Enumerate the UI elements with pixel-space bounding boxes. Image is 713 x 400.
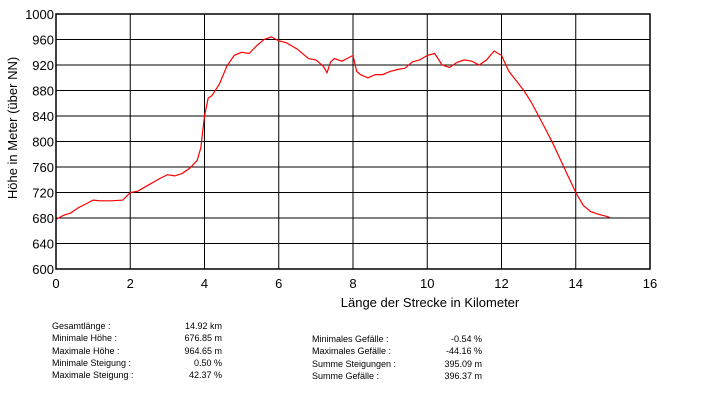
- y-tick-label: 600: [32, 262, 54, 277]
- x-tick-label: 16: [643, 276, 657, 291]
- x-tick-label: 10: [420, 276, 434, 291]
- elevation-line: [55, 36, 611, 220]
- stat-value: 395.09 m: [444, 358, 482, 369]
- x-tick-label: 6: [275, 276, 282, 291]
- y-axis-title: Höhe in Meter (über NN): [5, 57, 20, 199]
- stat-label: Maximales Gefälle :: [312, 346, 392, 357]
- stat-label: Maximale Steigung :: [52, 370, 134, 381]
- elevation-chart: 0 2 4 6 8 10 12 14 16 600 640 680 720 760 800 840 880 92…: [5, 7, 657, 310]
- stat-value: 14.92 km: [184, 321, 222, 331]
- stat-label: Summe Steigungen :: [312, 358, 397, 369]
- y-tick-label: 640: [32, 237, 54, 252]
- stat-value: 676.85 m: [184, 333, 222, 344]
- y-tick-labels: 600 640 680 720 760 800 840 880 920 960 1000: [25, 7, 54, 277]
- y-tick-label: 720: [32, 186, 54, 201]
- route-stats-right: Minimales Gefälle : -0.54 % Maximales Gefä…: [312, 333, 482, 382]
- stat-row: Summe Steigungen : 395.09 m: [312, 358, 482, 370]
- x-tick-label: 8: [349, 276, 356, 291]
- y-tick-label: 960: [32, 33, 54, 48]
- x-tick-label: 12: [494, 276, 508, 291]
- y-tick-label: 880: [32, 84, 54, 99]
- stat-value: -0.54 %: [450, 334, 482, 344]
- y-tick-label: 840: [32, 109, 54, 124]
- stat-value: -44.16 %: [445, 346, 482, 357]
- x-tick-label: 4: [201, 276, 208, 291]
- y-tick-label: 1000: [25, 7, 54, 22]
- x-tick-label: 14: [569, 276, 583, 291]
- y-tick-label: 760: [32, 160, 54, 175]
- x-axis-title: Länge der Strecke in Kilometer: [341, 295, 520, 310]
- stat-row: Minimales Gefälle : -0.54 %: [312, 333, 482, 345]
- stat-label: Maximale Höhe :: [52, 345, 120, 356]
- plot-frame: [55, 13, 651, 270]
- route-stats-left: Gesamtlänge : 14.92 km Minimale Höhe : 676.…: [52, 320, 252, 381]
- stat-label: Summe Gefälle :: [312, 370, 380, 381]
- stat-value: 42.37 %: [188, 370, 222, 381]
- y-tick-label: 800: [32, 135, 54, 150]
- stat-label: Minimale Steigung :: [52, 357, 132, 368]
- stat-row: Minimale Höhe : 676.85 m: [52, 332, 252, 344]
- y-tick-label: 680: [32, 211, 54, 226]
- x-tick-label: 0: [52, 276, 59, 291]
- stat-label: Minimales Gefälle :: [312, 334, 389, 344]
- stat-row: Maximale Höhe : 964.65 m: [52, 345, 252, 357]
- stat-row: Gesamtlänge : 14.92 km: [52, 320, 252, 332]
- stat-label: Minimale Höhe :: [52, 333, 118, 344]
- x-tick-label: 2: [127, 276, 134, 291]
- stat-row: Maximale Steigung : 42.37 %: [52, 369, 252, 381]
- x-tick-labels: 0 2 4 6 8 10 12 14 16: [52, 276, 657, 291]
- stat-value: 396.37 m: [444, 370, 482, 381]
- stat-row: Summe Gefälle : 396.37 m: [312, 370, 482, 382]
- stat-label: Gesamtlänge :: [52, 321, 111, 331]
- stat-value: 964.65 m: [184, 345, 222, 356]
- stat-value: 0.50 %: [193, 357, 222, 368]
- stat-row: Minimale Steigung : 0.50 %: [52, 357, 252, 369]
- stat-row: Maximales Gefälle : -44.16 %: [312, 345, 482, 357]
- y-tick-label: 920: [32, 58, 54, 73]
